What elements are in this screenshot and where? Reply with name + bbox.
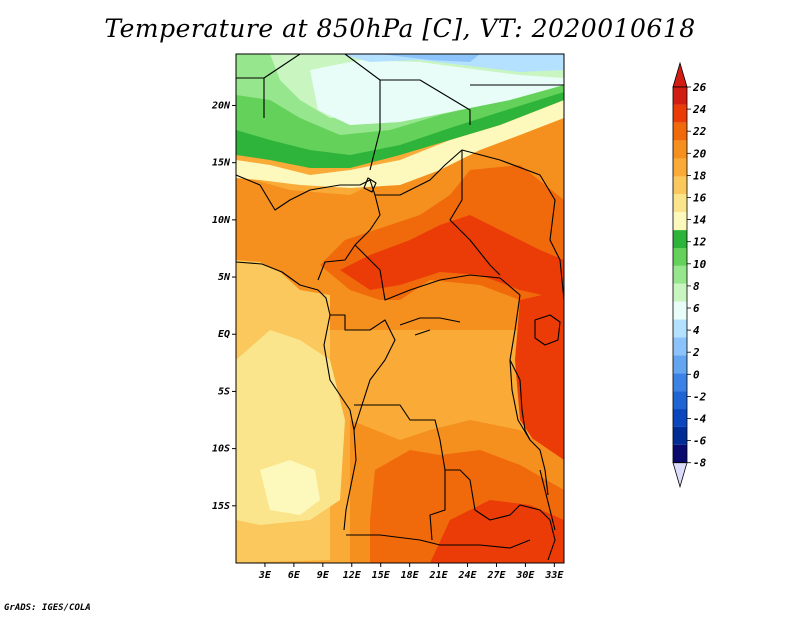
lat-label: 10N xyxy=(212,215,231,226)
lon-label: 6E xyxy=(288,570,301,581)
border-drc-east xyxy=(509,294,549,496)
border-angola-south xyxy=(346,534,531,549)
colorbar-swatch xyxy=(673,87,687,105)
colorbar-label: 2 xyxy=(692,346,700,359)
border-chad-sudan xyxy=(375,149,501,276)
colorbar-label: 8 xyxy=(693,280,700,293)
border-drc-angola xyxy=(354,404,556,561)
colorbar-swatch xyxy=(673,248,687,266)
lon-label: 33E xyxy=(544,570,564,581)
colorbar-swatch xyxy=(673,122,687,141)
colorbar-label: 10 xyxy=(693,258,707,271)
lat-label: 20N xyxy=(211,100,231,111)
latitude-axis: 20N 15N 10N 5N EQ 5S 10S 15S xyxy=(211,100,236,512)
colorbar-swatch xyxy=(673,426,687,445)
colorbar-swatch xyxy=(673,158,687,177)
colorbar-label: 18 xyxy=(693,169,707,182)
colorbar-swatch xyxy=(673,176,687,195)
lat-label: 15N xyxy=(212,158,231,169)
lon-label: 12E xyxy=(343,570,362,581)
colorbar-label: 12 xyxy=(693,236,707,249)
longitude-axis: 3E 6E 9E 12E 15E 18E 21E 24E 27E 30E 33E xyxy=(258,563,564,581)
south-atlantic-palest xyxy=(260,460,320,515)
lat-label: 5N xyxy=(218,272,231,283)
lake-tanganyika xyxy=(509,359,531,441)
lake-malawi xyxy=(539,469,556,531)
colorbar-swatch xyxy=(673,230,687,249)
border-gabon-congo xyxy=(330,314,396,431)
map-frame xyxy=(235,53,565,564)
colorbar-label: 6 xyxy=(693,302,700,315)
lake-chad xyxy=(363,177,377,193)
colorbar-label: 14 xyxy=(693,214,707,227)
lat-label: 5S xyxy=(218,386,230,397)
colorbar-label: 0 xyxy=(693,368,700,381)
colorbar-swatch xyxy=(673,409,687,427)
border-northwest xyxy=(236,54,564,171)
lon-label: 24E xyxy=(457,570,477,581)
colorbar-swatch xyxy=(673,373,687,392)
colorbar-label: 24 xyxy=(692,103,707,116)
colorbar-swatch xyxy=(673,104,687,123)
temperature-field xyxy=(236,54,564,563)
sahel-yellow-band xyxy=(236,100,564,188)
colorbar-label: -8 xyxy=(693,457,707,470)
country-borders xyxy=(236,54,564,561)
border-zambia xyxy=(429,470,446,541)
lat-label: 10S xyxy=(212,444,230,455)
lon-label: 15E xyxy=(372,570,391,581)
colorbar-label: -4 xyxy=(693,413,707,426)
colorbar-label: 20 xyxy=(692,147,707,160)
colorbar-label: 22 xyxy=(692,125,707,138)
colorbar-bottom-arrow xyxy=(672,462,688,489)
colorbar-swatch xyxy=(673,337,687,356)
south-red-core xyxy=(430,500,564,563)
sahara-blue-pale xyxy=(340,54,564,72)
lon-label: 27E xyxy=(486,570,506,581)
colorbar-swatch xyxy=(673,265,687,284)
east-red-band xyxy=(515,290,564,470)
colorbar-top-arrow xyxy=(672,61,688,88)
colorbar-label: 16 xyxy=(693,192,707,205)
colorbar-swatch xyxy=(673,319,687,338)
lat-label: EQ xyxy=(218,329,230,340)
colorbar-swatch xyxy=(673,444,687,463)
colorbar-swatch xyxy=(673,301,687,320)
border-sahel xyxy=(236,174,381,281)
colorbar-swatch xyxy=(673,194,687,213)
lon-label: 21E xyxy=(429,570,449,581)
hot-core-central xyxy=(340,215,564,300)
credit-label: GrADS: IGES/COLA xyxy=(4,603,91,613)
coastline-west-africa xyxy=(236,261,357,531)
colorbar-label: 4 xyxy=(693,324,700,337)
colorbar-swatch xyxy=(673,212,687,231)
lon-label: 9E xyxy=(317,570,330,581)
lon-label: 30E xyxy=(515,570,535,581)
map-title: Temperature at 850hPa [C], VT: 202001061… xyxy=(104,14,696,43)
sahara-cyan-pale xyxy=(310,60,564,125)
border-east-africa xyxy=(461,149,564,301)
river-congo xyxy=(399,317,461,336)
colorbar-label: -6 xyxy=(693,435,707,448)
lon-label: 3E xyxy=(258,570,272,581)
colorbar-swatch xyxy=(673,283,687,302)
colorbar-label: -2 xyxy=(693,390,707,403)
colorbar-swatch xyxy=(673,391,687,410)
lon-label: 18E xyxy=(401,570,420,581)
colorbar-swatch xyxy=(673,140,687,159)
lake-victoria xyxy=(534,314,561,346)
colorbar-swatch xyxy=(673,355,687,374)
colorbar-label: 26 xyxy=(692,81,707,94)
lat-label: 15S xyxy=(212,501,230,512)
border-car xyxy=(354,244,521,301)
sahara-blue xyxy=(380,54,480,62)
